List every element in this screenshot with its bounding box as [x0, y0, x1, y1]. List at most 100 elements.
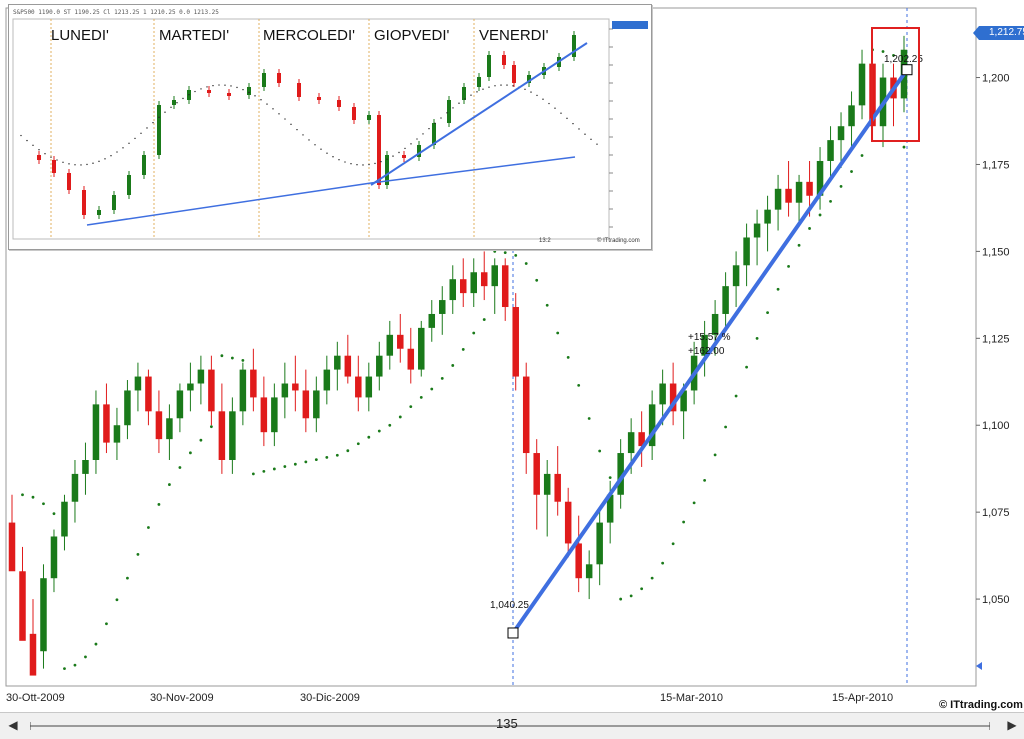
sar-dot [713, 453, 717, 457]
inset-candle-body [417, 145, 421, 157]
sar-dot [398, 415, 402, 419]
sar-dot [314, 458, 318, 462]
y-tick-label: 1,125 [982, 333, 1010, 345]
candle-body [71, 473, 79, 502]
sar-dot [377, 429, 381, 433]
candle-body [218, 411, 226, 460]
inset-trendline-steep [370, 42, 588, 186]
inset-sar-dot [128, 142, 130, 144]
inset-candle-body [127, 175, 131, 195]
candle-body [439, 300, 446, 314]
inset-sar-dot [314, 144, 316, 146]
candle-body [61, 501, 68, 537]
inset-trendline-flat [370, 156, 576, 184]
sar-dot [409, 405, 413, 409]
inset-plot-area [12, 18, 610, 240]
y-tick-label: 1,200 [982, 73, 1010, 85]
sar-dot [94, 642, 98, 646]
sar-dot [178, 466, 182, 469]
inset-candle-body [447, 100, 451, 123]
sar-dot [682, 520, 686, 524]
sar-dot [220, 354, 224, 358]
candle-body [816, 160, 824, 196]
candle-body [743, 237, 750, 266]
inset-sar-dot [374, 162, 376, 165]
sar-dot [766, 311, 769, 315]
sar-dot [902, 145, 906, 149]
inset-sar-dot [446, 112, 448, 114]
sar-dot [556, 331, 560, 335]
inset-sar-dot [566, 117, 568, 120]
candle-body [480, 272, 488, 287]
inset-sar-dot [110, 154, 112, 157]
candle-body [858, 63, 866, 106]
y-tick-label: 1,150 [982, 246, 1010, 258]
sar-dot [52, 512, 56, 516]
candle-body [512, 307, 519, 377]
scroll-right-arrow-icon[interactable]: ▶ [1007, 718, 1017, 732]
horizontal-scrollbar[interactable]: ◀ 135 ▶ [0, 712, 1024, 739]
inset-sar-dot [170, 106, 172, 108]
candle-body [543, 473, 551, 495]
inset-candle-body [317, 97, 321, 100]
sar-dot [304, 460, 308, 464]
sar-dot [63, 667, 66, 671]
candle-body [659, 383, 666, 405]
sar-dot [482, 318, 486, 321]
candle-body [722, 286, 729, 314]
candle-body [113, 425, 121, 443]
inset-sar-dot [236, 86, 238, 89]
inset-sar-dot [320, 148, 322, 150]
sar-dot [136, 552, 140, 556]
candle-body [208, 369, 215, 412]
inset-footer-num: 13:2 [539, 238, 551, 244]
sar-dot [745, 365, 748, 369]
sar-dot [430, 387, 434, 391]
candle-body [428, 313, 436, 328]
inset-sar-dot [50, 156, 52, 158]
candle-body [92, 404, 100, 460]
change-pts-annotation: +162.00 [688, 346, 725, 357]
scroll-track[interactable] [30, 722, 990, 730]
candle-body [145, 376, 152, 412]
inset-candle-body [227, 93, 231, 96]
inset-sar-dot [230, 85, 232, 87]
inset-sar-dot [434, 122, 436, 125]
inset-sar-dot [542, 98, 544, 100]
inset-sar-dot [290, 123, 292, 126]
x-tick-label: 30-Nov-2009 [150, 692, 214, 704]
inset-sar-dot [182, 97, 184, 100]
candle-body [302, 390, 310, 419]
inset-sar-dot [32, 144, 34, 147]
candle-body [606, 494, 614, 523]
sar-dot [629, 594, 633, 598]
day-label-giovedi: GIOPVEDI' [374, 27, 450, 44]
x-tick-label: 30-Dic-2009 [300, 692, 360, 704]
inset-sar-dot [482, 88, 484, 90]
inset-sar-dot [92, 162, 94, 164]
sar-dot [73, 663, 77, 667]
inset-candle-body [112, 195, 116, 210]
inset-sar-dot [152, 121, 154, 124]
sar-dot [367, 435, 371, 439]
inset-header-text: S&P500 1190.0 ST 1190.25 Cl 1213.25 1 12… [13, 9, 219, 16]
inset-candle-body [527, 75, 531, 83]
inset-sar-dot [266, 103, 268, 105]
sar-dot [797, 243, 801, 247]
sar-dot [829, 199, 832, 203]
inset-candle-body [247, 87, 251, 95]
brand-copyright: © ITtrading.com [939, 699, 1023, 711]
candle-body [124, 390, 131, 426]
inset-sar-dot [38, 149, 40, 151]
sar-dot [787, 264, 790, 268]
candle-body [134, 376, 142, 391]
change-pct-annotation: +15.57 % [688, 332, 731, 343]
sar-dot [209, 425, 213, 429]
inset-sar-dot [272, 108, 274, 110]
scroll-left-arrow-icon[interactable]: ◀ [8, 718, 18, 732]
inset-sar-dot [80, 164, 82, 166]
sar-dot [189, 451, 192, 455]
sar-dot [440, 376, 444, 380]
inset-sar-dot [224, 84, 226, 86]
inset-sar-dot [536, 94, 538, 97]
